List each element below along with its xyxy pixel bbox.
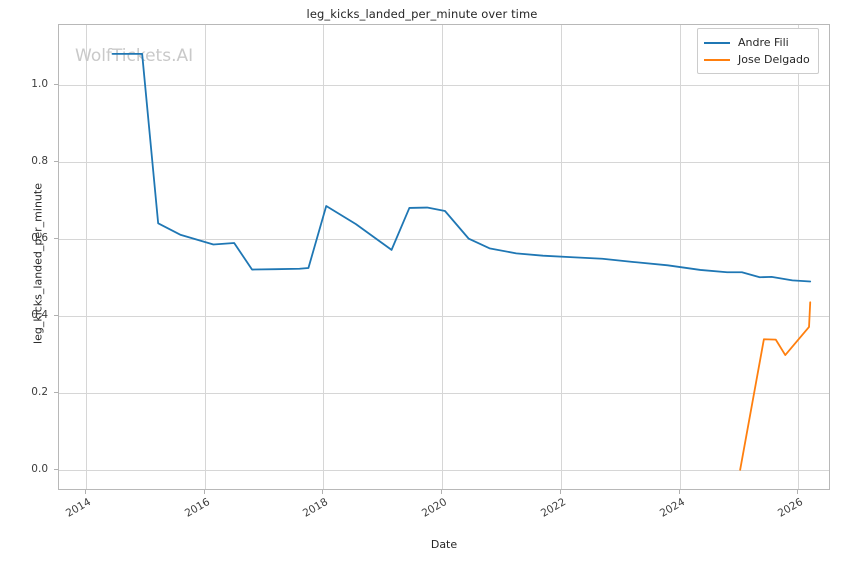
gridline-horizontal xyxy=(59,238,829,240)
x-tick-mark xyxy=(84,490,86,494)
gridline-horizontal xyxy=(59,392,829,394)
gridline-vertical xyxy=(679,25,681,489)
x-tick-label: 2014 xyxy=(63,496,93,520)
legend-color-swatch xyxy=(704,41,730,44)
gridline-vertical xyxy=(442,25,443,489)
series-lines xyxy=(111,52,812,471)
gridline-horizontal xyxy=(59,315,829,317)
x-tick-label: 2018 xyxy=(301,496,331,520)
x-tick-mark xyxy=(322,490,324,494)
series-line xyxy=(739,301,812,471)
chart-title: leg_kicks_landed_per_minute over time xyxy=(306,7,538,21)
gridline-horizontal xyxy=(59,161,829,163)
y-tick-mark xyxy=(54,83,58,85)
gridline-vertical xyxy=(204,25,206,489)
x-tick-label: 2022 xyxy=(538,496,568,520)
legend-item-label: Jose Delgado xyxy=(738,53,810,66)
plot-area: WolfTickets.AI xyxy=(58,24,830,490)
y-tick-mark xyxy=(54,160,58,162)
series-line xyxy=(111,52,812,283)
x-axis-label: Date xyxy=(430,538,458,551)
y-tick-label: 0.4 xyxy=(31,308,48,321)
legend-item[interactable]: Jose Delgado xyxy=(704,51,810,68)
x-tick-label: 2026 xyxy=(776,496,806,520)
legend-color-swatch xyxy=(704,58,730,61)
x-tick-mark xyxy=(559,490,561,494)
gridline-vertical xyxy=(798,25,800,489)
y-tick-label: 0.0 xyxy=(31,462,48,475)
y-tick-mark xyxy=(54,237,58,239)
x-tick-label: 2020 xyxy=(419,496,449,520)
legend-item[interactable]: Andre Fili xyxy=(704,34,810,51)
x-tick-mark xyxy=(797,490,799,494)
x-tick-mark xyxy=(203,490,205,494)
y-tick-label: 0.2 xyxy=(31,385,48,398)
y-tick-label: 0.6 xyxy=(31,231,48,244)
watermark: WolfTickets.AI xyxy=(75,46,194,66)
x-tick-mark xyxy=(678,490,680,494)
gridline-vertical xyxy=(323,25,325,489)
y-tick-mark xyxy=(54,314,58,316)
legend: Andre Fili Jose Delgado xyxy=(697,28,819,74)
gridline-horizontal xyxy=(59,84,829,86)
gridline-vertical xyxy=(85,25,87,489)
legend-item-label: Andre Fili xyxy=(738,36,789,49)
x-tick-label: 2016 xyxy=(182,496,212,520)
x-tick-label: 2024 xyxy=(657,496,687,520)
x-tick-mark xyxy=(441,490,442,494)
y-tick-label: 1.0 xyxy=(31,77,48,90)
y-axis-label: leg_kicks_landed_per_minute xyxy=(31,183,45,344)
y-tick-mark xyxy=(54,391,58,393)
y-tick-mark xyxy=(54,468,58,470)
y-tick-label: 0.8 xyxy=(31,154,48,167)
gridline-horizontal xyxy=(59,469,829,471)
